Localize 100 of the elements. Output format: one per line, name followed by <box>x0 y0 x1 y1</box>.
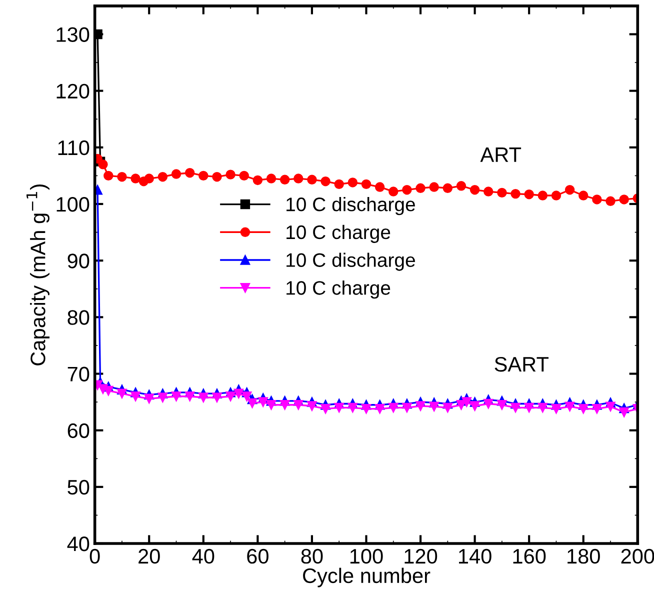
point <box>619 407 629 418</box>
point <box>130 392 140 402</box>
point <box>117 172 127 182</box>
x-tick-label: 100 <box>350 548 383 564</box>
legend-label: 10 C discharge <box>286 252 415 271</box>
point <box>551 190 562 200</box>
point <box>462 397 472 407</box>
y-axis-title: Capacity (mAh g$^{−1}$) <box>26 184 50 366</box>
point <box>361 179 372 190</box>
x-tick-label: 80 <box>301 548 323 564</box>
point <box>226 392 236 402</box>
x-tick-label: 140 <box>459 548 492 564</box>
x-axis-title: Cycle number <box>303 568 430 588</box>
legend-label: 10 C discharge <box>286 197 415 216</box>
legend-label: 10 C charge <box>286 280 390 299</box>
point <box>280 174 290 185</box>
point <box>307 174 317 185</box>
point <box>361 404 372 414</box>
point <box>252 175 263 186</box>
point <box>484 186 494 196</box>
point <box>171 392 182 402</box>
x-tick-label: 180 <box>568 548 600 564</box>
point <box>564 184 575 195</box>
point <box>416 183 426 194</box>
point <box>416 401 426 411</box>
point <box>98 160 108 170</box>
annotation: SART <box>494 356 549 372</box>
point <box>564 402 575 412</box>
x-tick-label: 0 <box>90 548 100 564</box>
y-tick-label: 130 <box>56 27 90 42</box>
point <box>130 174 140 184</box>
x-tick-label: 40 <box>192 548 214 564</box>
annotation: ART <box>480 148 522 162</box>
point <box>258 397 268 407</box>
point <box>212 392 222 402</box>
point <box>294 174 304 184</box>
point <box>374 182 385 192</box>
point <box>266 400 276 410</box>
point <box>158 392 168 402</box>
point <box>144 394 154 404</box>
point <box>524 190 534 200</box>
point <box>606 196 616 206</box>
y-tick-label: 100 <box>56 196 90 212</box>
point <box>280 400 290 410</box>
point <box>226 170 236 180</box>
point <box>402 402 412 413</box>
point <box>619 194 629 204</box>
point <box>442 402 453 413</box>
y-tick-label: 70 <box>68 366 90 382</box>
point <box>234 388 244 398</box>
point <box>348 402 358 413</box>
point <box>334 179 344 190</box>
point <box>538 190 548 200</box>
point <box>497 188 507 198</box>
point <box>510 188 520 199</box>
point <box>402 184 412 195</box>
point <box>242 392 252 402</box>
point <box>212 172 222 182</box>
legend-label: 10 C charge <box>286 224 390 243</box>
point <box>171 169 182 179</box>
y-tick-label: 90 <box>68 254 90 268</box>
point <box>429 182 439 192</box>
point <box>388 186 398 196</box>
point <box>320 404 330 414</box>
y-tick-label: 120 <box>56 84 90 99</box>
point <box>606 402 616 412</box>
x-tick-label: 120 <box>404 548 438 564</box>
point <box>294 400 304 410</box>
x-tick-label: 200 <box>621 548 654 564</box>
point <box>456 181 466 191</box>
point <box>239 170 249 181</box>
point <box>198 392 208 402</box>
point <box>266 174 276 184</box>
point <box>104 170 114 181</box>
point <box>538 402 548 413</box>
point <box>117 388 127 398</box>
point <box>429 402 439 412</box>
point <box>374 404 385 414</box>
point <box>198 170 208 181</box>
x-tick-label: 160 <box>513 548 546 564</box>
point <box>484 398 494 409</box>
point <box>470 184 480 195</box>
point <box>592 404 602 414</box>
point <box>442 183 453 194</box>
point <box>578 404 588 414</box>
point <box>578 190 588 200</box>
point <box>320 176 330 186</box>
point <box>470 401 480 411</box>
y-tick-label: 60 <box>68 423 90 438</box>
point <box>510 402 520 413</box>
point <box>144 174 154 184</box>
point <box>524 402 534 413</box>
x-tick-label: 20 <box>138 548 160 564</box>
point <box>307 401 317 411</box>
point <box>388 402 398 413</box>
point <box>247 398 258 408</box>
y-tick-label: 110 <box>58 140 90 156</box>
point <box>158 172 168 182</box>
point <box>551 404 562 414</box>
point <box>497 400 507 410</box>
